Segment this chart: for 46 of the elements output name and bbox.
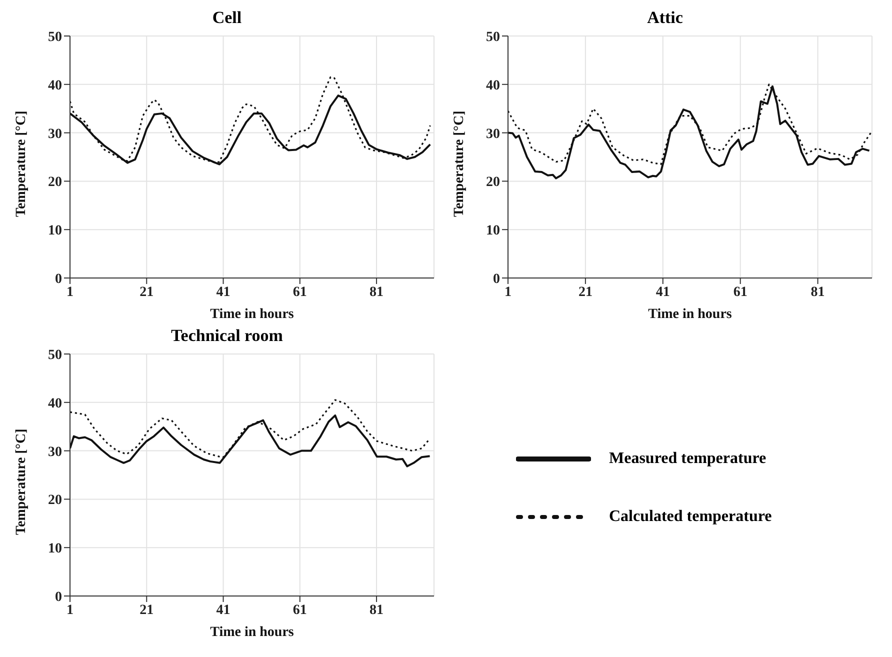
y-tick-label: 10 <box>48 542 62 557</box>
chart-title: Attic <box>646 8 684 29</box>
y-tick-label: 30 <box>48 126 62 142</box>
x-tick-label: 21 <box>140 284 154 300</box>
chart-title: Technical room <box>170 326 284 347</box>
x-tick-label: 41 <box>216 602 230 618</box>
y-tick-label: 30 <box>48 444 62 460</box>
line-series <box>70 76 431 164</box>
x-tick-label: 81 <box>810 284 825 300</box>
y-tick-label: 20 <box>48 175 62 190</box>
y-tick-label: 10 <box>486 224 500 239</box>
x-axis-title: Time in hours <box>648 307 732 322</box>
x-tick-label: 81 <box>370 284 384 300</box>
line-series <box>508 85 870 180</box>
chart-title: Cell <box>211 8 243 29</box>
y-axis-title: Temperature [°C] <box>14 428 29 535</box>
x-tick-label: 41 <box>216 284 230 300</box>
x-tick-label: 21 <box>578 284 592 300</box>
y-tick-label: 10 <box>48 224 62 239</box>
legend-label: Measured temperature <box>609 450 766 468</box>
y-tick-label: 50 <box>48 30 62 45</box>
y-tick-label: 0 <box>55 272 62 287</box>
x-tick-label: 61 <box>292 602 307 618</box>
y-tick-label: 0 <box>493 272 500 287</box>
x-tick-label: 1 <box>66 284 74 300</box>
x-tick-label: 41 <box>656 284 670 300</box>
y-tick-label: 20 <box>486 175 500 190</box>
x-tick-label: 81 <box>370 602 384 618</box>
y-tick-label: 40 <box>48 78 62 94</box>
y-tick-label: 30 <box>486 126 500 142</box>
y-tick-label: 40 <box>486 78 500 94</box>
y-tick-label: 20 <box>48 493 62 508</box>
y-tick-label: 50 <box>486 30 500 45</box>
legend-label: Calculated temperature <box>609 508 772 526</box>
x-tick-label: 61 <box>292 284 307 300</box>
x-axis-title: Time in hours <box>210 625 294 640</box>
x-tick-label: 1 <box>504 284 512 300</box>
x-tick-label: 21 <box>140 602 154 618</box>
x-tick-label: 1 <box>66 602 74 618</box>
y-axis-title: Temperature [°C] <box>452 110 467 217</box>
y-tick-label: 50 <box>48 348 62 363</box>
y-tick-label: 40 <box>48 396 62 412</box>
x-axis-title: Time in hours <box>210 307 294 322</box>
x-tick-label: 61 <box>733 284 748 300</box>
y-tick-label: 0 <box>55 590 62 605</box>
y-axis-title: Temperature [°C] <box>14 110 29 217</box>
